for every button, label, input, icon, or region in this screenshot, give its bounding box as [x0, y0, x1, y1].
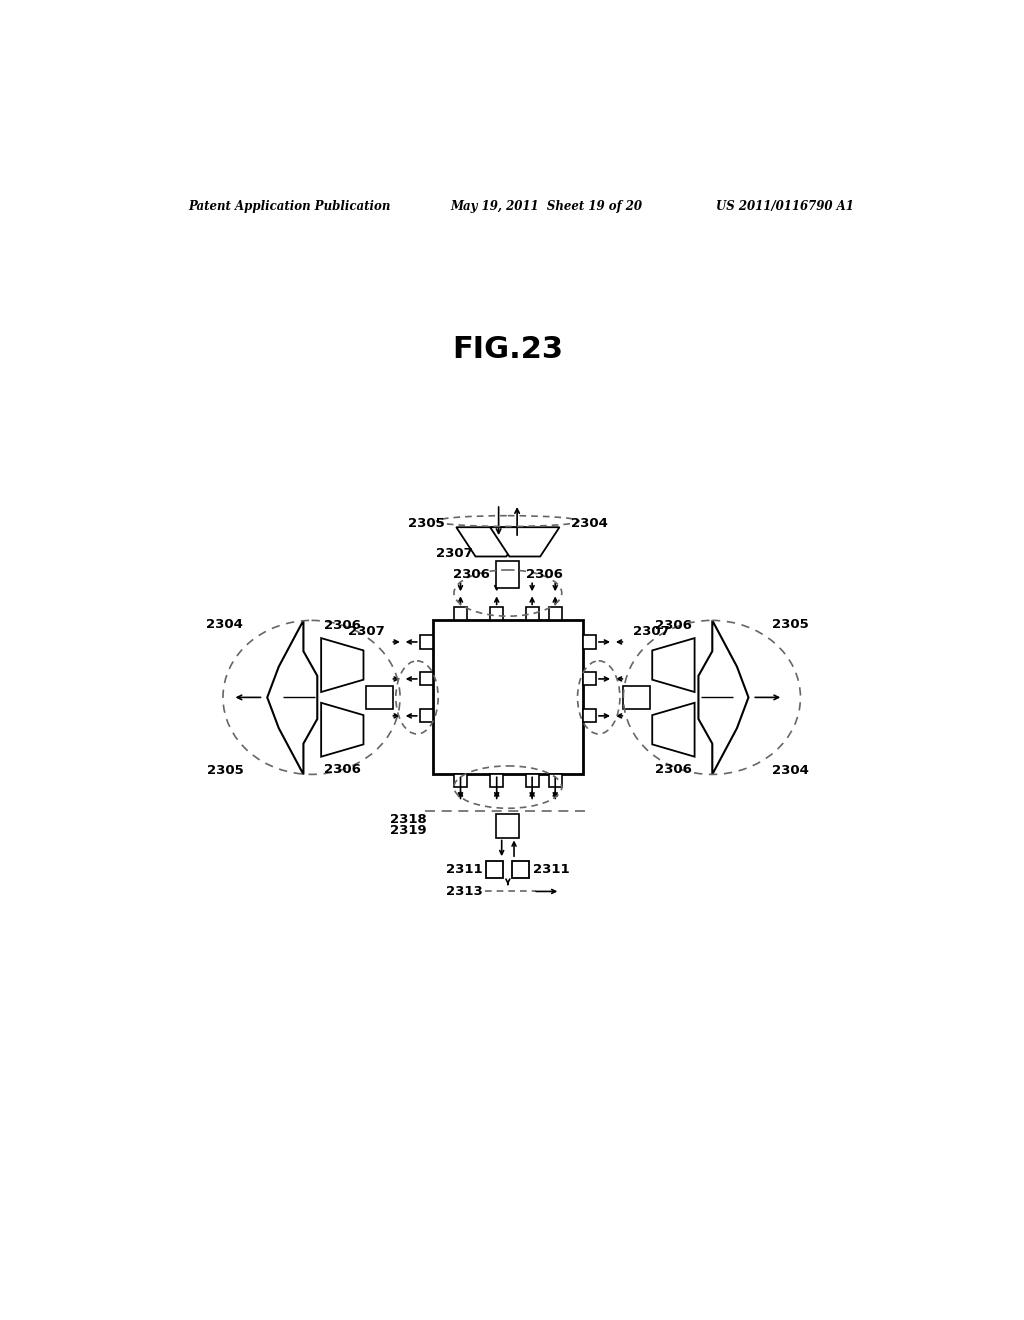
- Text: US 2011/0116790 A1: US 2011/0116790 A1: [716, 199, 854, 213]
- Text: 2307: 2307: [633, 626, 670, 639]
- Bar: [454, 775, 467, 788]
- Text: 2311: 2311: [534, 862, 570, 875]
- Bar: [454, 607, 467, 620]
- Bar: [512, 861, 529, 878]
- Text: 2311: 2311: [445, 862, 482, 875]
- Polygon shape: [322, 702, 364, 756]
- Text: 2306: 2306: [324, 619, 360, 632]
- Text: 2306: 2306: [454, 568, 490, 581]
- Bar: [366, 686, 393, 709]
- Text: 2305: 2305: [408, 517, 444, 529]
- Bar: [583, 672, 596, 685]
- Text: 2305: 2305: [207, 764, 244, 777]
- Polygon shape: [322, 638, 364, 692]
- Bar: [549, 775, 562, 788]
- Text: 2304: 2304: [571, 517, 608, 529]
- Polygon shape: [652, 638, 694, 692]
- Polygon shape: [267, 620, 317, 775]
- Text: 2307: 2307: [436, 546, 473, 560]
- Text: 2304: 2304: [207, 618, 244, 631]
- Text: 2306: 2306: [525, 568, 562, 581]
- Bar: [623, 686, 650, 709]
- Text: 2313: 2313: [445, 884, 482, 898]
- Text: 2318: 2318: [390, 813, 427, 826]
- Text: 2306: 2306: [655, 619, 692, 632]
- Polygon shape: [490, 527, 559, 557]
- Text: 2307: 2307: [348, 626, 385, 639]
- Bar: [525, 775, 539, 788]
- Polygon shape: [652, 702, 694, 756]
- Bar: [497, 561, 519, 589]
- Bar: [490, 607, 503, 620]
- Bar: [420, 672, 433, 685]
- Text: 2319: 2319: [390, 825, 427, 837]
- Bar: [525, 607, 539, 620]
- Text: FIG.23: FIG.23: [453, 335, 563, 364]
- Bar: [486, 861, 503, 878]
- Text: 2304: 2304: [772, 764, 809, 777]
- Polygon shape: [457, 527, 525, 557]
- Text: 2306: 2306: [324, 763, 360, 776]
- Text: May 19, 2011  Sheet 19 of 20: May 19, 2011 Sheet 19 of 20: [451, 199, 642, 213]
- Bar: [420, 709, 433, 722]
- Bar: [497, 814, 519, 838]
- Bar: [490, 775, 503, 788]
- Bar: [420, 635, 433, 648]
- Bar: [583, 635, 596, 648]
- Bar: [433, 620, 583, 775]
- Bar: [549, 607, 562, 620]
- Text: Patent Application Publication: Patent Application Publication: [188, 199, 391, 213]
- Bar: [583, 709, 596, 722]
- Text: 2305: 2305: [772, 618, 809, 631]
- Polygon shape: [698, 620, 749, 775]
- Text: 2306: 2306: [655, 763, 692, 776]
